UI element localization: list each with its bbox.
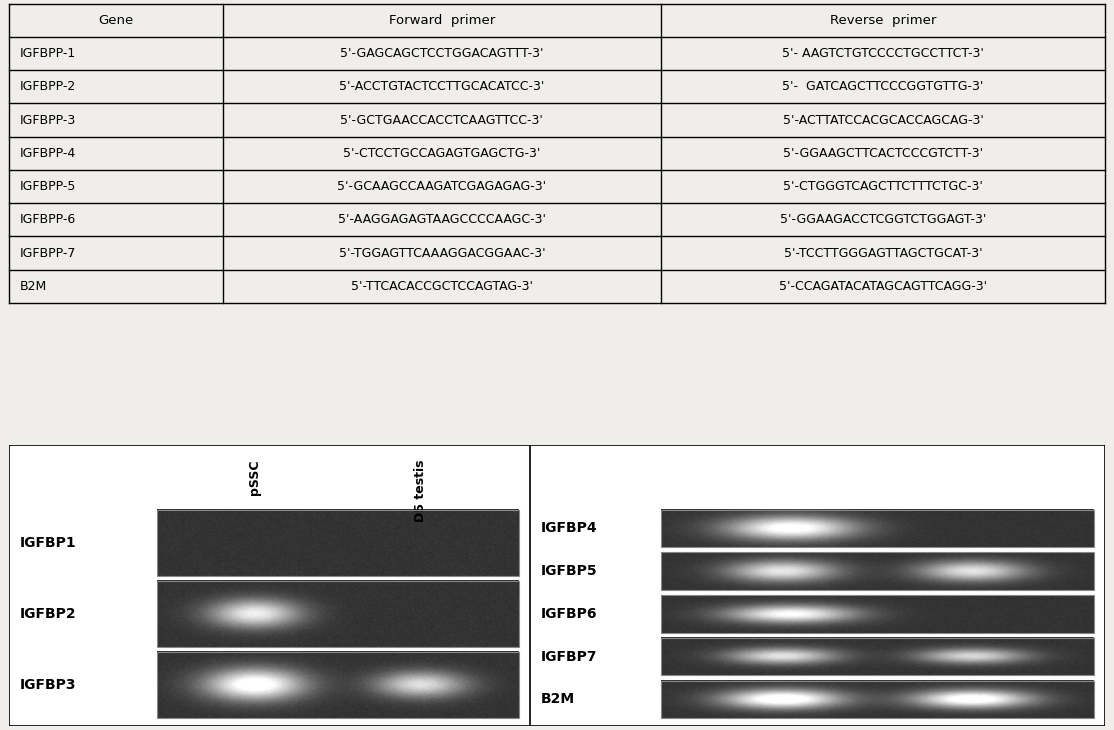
Text: IGFBPP-2: IGFBPP-2 <box>20 80 76 93</box>
Text: Reverse  primer: Reverse primer <box>830 14 936 27</box>
Text: 5'-CTCCTGCCAGAGTGAGCTG-3': 5'-CTCCTGCCAGAGTGAGCTG-3' <box>343 147 540 160</box>
Text: IGFBP1: IGFBP1 <box>20 536 77 550</box>
Text: IGFBPP-4: IGFBPP-4 <box>20 147 76 160</box>
Bar <box>661 638 1094 675</box>
Text: IGFBPP-7: IGFBPP-7 <box>20 247 76 260</box>
Text: 5'-TGGAGTTCAAAGGACGGAAC-3': 5'-TGGAGTTCAAAGGACGGAAC-3' <box>339 247 545 260</box>
Text: IGFBP3: IGFBP3 <box>20 678 77 692</box>
Text: 5'-ACTTATCCACGCACCAGCAG-3': 5'-ACTTATCCACGCACCAGCAG-3' <box>783 114 984 126</box>
Text: IGFBPP-6: IGFBPP-6 <box>20 213 76 226</box>
Text: 5'-TTCACACCGCTCCAGTAG-3': 5'-TTCACACCGCTCCAGTAG-3' <box>351 280 532 293</box>
Text: 5'-CTGGGTCAGCTTCTTTCTGC-3': 5'-CTGGGTCAGCTTCTTTCTGC-3' <box>783 180 983 193</box>
Text: IGFBP5: IGFBP5 <box>540 564 597 578</box>
Bar <box>661 595 1094 633</box>
Text: 5'-CCAGATACATAGCAGTTCAGG-3': 5'-CCAGATACATAGCAGTTCAGG-3' <box>779 280 987 293</box>
Text: B2M: B2M <box>540 692 575 707</box>
Text: 5'- AAGTCTGTCCCCTGCCTTCT-3': 5'- AAGTCTGTCCCCTGCCTTCT-3' <box>782 47 984 60</box>
Text: IGFBPP-3: IGFBPP-3 <box>20 114 76 126</box>
Text: IGFBP7: IGFBP7 <box>540 650 597 664</box>
Bar <box>661 680 1094 718</box>
Text: Gene: Gene <box>98 14 134 27</box>
Text: IGFBPP-1: IGFBPP-1 <box>20 47 76 60</box>
Text: 5'-GCAAGCCAAGATCGAGAGAG-3': 5'-GCAAGCCAAGATCGAGAGAG-3' <box>338 180 547 193</box>
Bar <box>157 510 519 576</box>
Bar <box>661 510 1094 548</box>
Text: IGFBP4: IGFBP4 <box>540 521 597 536</box>
Text: 5'-GAGCAGCTCCTGGACAGTTT-3': 5'-GAGCAGCTCCTGGACAGTTT-3' <box>340 47 544 60</box>
Text: 5'-GCTGAACCACCTCAAGTTCC-3': 5'-GCTGAACCACCTCAAGTTCC-3' <box>341 114 544 126</box>
Text: 5'-AAGGAGAGTAAGCCCCAAGC-3': 5'-AAGGAGAGTAAGCCCCAAGC-3' <box>338 213 546 226</box>
Bar <box>157 581 519 647</box>
Text: Forward  primer: Forward primer <box>389 14 495 27</box>
Text: 5'-GGAAGACCTCGGTCTGGAGT-3': 5'-GGAAGACCTCGGTCTGGAGT-3' <box>780 213 986 226</box>
Text: IGFBPP-5: IGFBPP-5 <box>20 180 76 193</box>
Text: pSSC: pSSC <box>248 459 261 495</box>
Text: 5'-GGAAGCTTCACTCCCGTCTT-3': 5'-GGAAGCTTCACTCCCGTCTT-3' <box>783 147 984 160</box>
Text: 5'-  GATCAGCTTCCCGGTGTTG-3': 5'- GATCAGCTTCCCGGTGTTG-3' <box>782 80 984 93</box>
Text: D5 testis: D5 testis <box>414 459 428 522</box>
Text: IGFBP2: IGFBP2 <box>20 607 77 621</box>
Text: IGFBP6: IGFBP6 <box>540 607 597 621</box>
Bar <box>661 553 1094 590</box>
Text: 5'-ACCTGTACTCCTTGCACATCC-3': 5'-ACCTGTACTCCTTGCACATCC-3' <box>340 80 545 93</box>
Text: B2M: B2M <box>20 280 47 293</box>
Text: 5'-TCCTTGGGAGTTAGCTGCAT-3': 5'-TCCTTGGGAGTTAGCTGCAT-3' <box>784 247 983 260</box>
Bar <box>157 652 519 718</box>
